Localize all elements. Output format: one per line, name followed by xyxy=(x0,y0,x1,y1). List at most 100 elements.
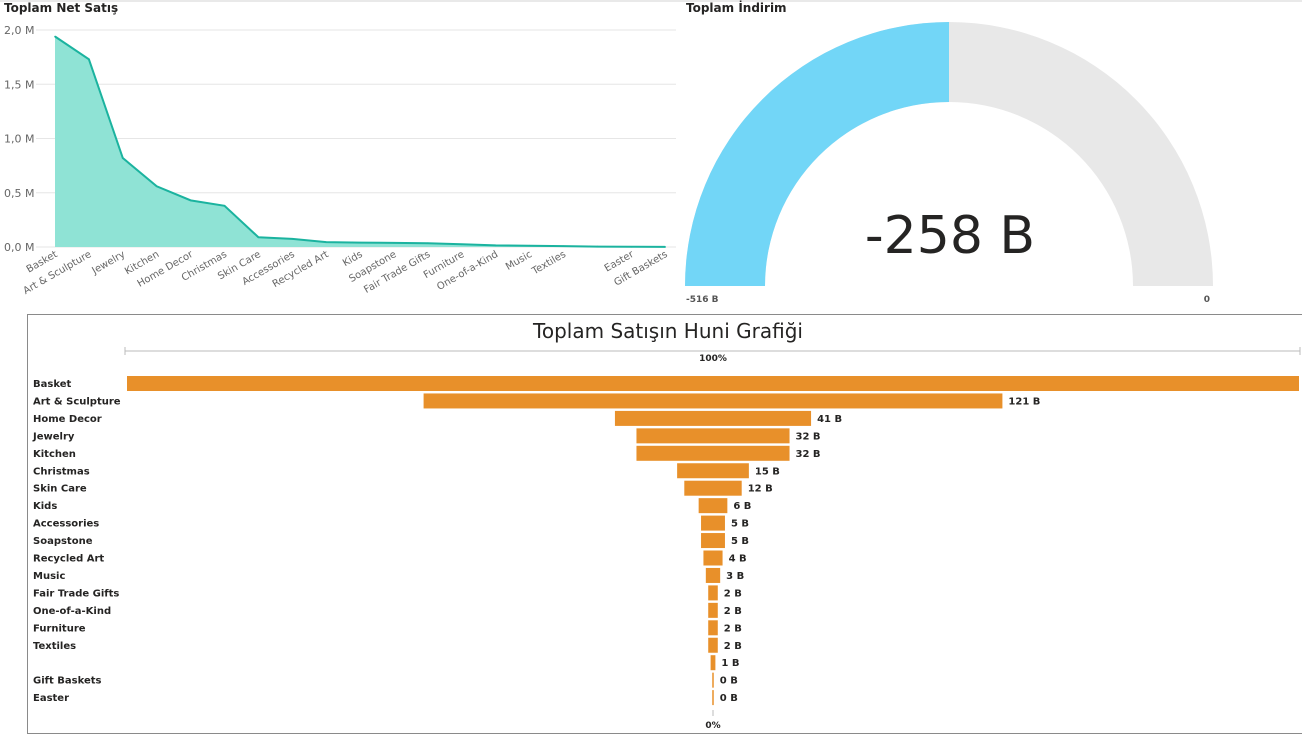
total-discount-gauge[interactable]: Toplam İndirim -258 B -516 B 0 xyxy=(680,0,1302,310)
funnel-category-label: Skin Care xyxy=(33,484,87,495)
funnel-value-label: 12 B xyxy=(748,484,773,495)
area-data-point[interactable] xyxy=(630,245,633,248)
y-tick-label: 2,0 M xyxy=(4,24,34,37)
area-data-point[interactable] xyxy=(257,236,260,239)
net-sales-area-chart[interactable]: Toplam Net Satış 0,0 M 0,5 M 1,0 M 1,5 M 2,0… xyxy=(0,0,678,310)
funnel-value-label: 32 B xyxy=(796,449,821,460)
sales-funnel-chart[interactable]: Toplam Satışın Huni Grafiği 100% 0% Bask… xyxy=(27,314,1302,734)
funnel-bar[interactable] xyxy=(708,602,718,618)
x-tick-label: Kids xyxy=(341,249,365,269)
funnel-value-label: 15 B xyxy=(755,466,780,477)
funnel-top-percent: 100% xyxy=(699,354,727,364)
funnel-category-label: One-of-a-Kind xyxy=(33,606,111,617)
funnel-category-label: Music xyxy=(33,571,65,582)
funnel-value-label: 6 B xyxy=(733,501,751,512)
funnel-svg: 100% 0% Basket Art & Sculpture 121 B Home D… xyxy=(32,347,1301,731)
area-data-point[interactable] xyxy=(223,204,226,207)
area-data-point[interactable] xyxy=(189,199,192,202)
area-data-point[interactable] xyxy=(427,242,429,245)
gauge-fill xyxy=(685,22,949,286)
area-data-point[interactable] xyxy=(291,238,294,240)
funnel-category-label: Kitchen xyxy=(33,449,76,460)
y-tick-label: 1,0 M xyxy=(4,133,34,146)
funnel-bar[interactable] xyxy=(677,463,749,479)
funnel-category-label: Christmas xyxy=(33,466,90,477)
funnel-bar[interactable] xyxy=(701,515,725,531)
funnel-category-label: Recycled Art xyxy=(33,554,104,565)
funnel-category-label: Soapstone xyxy=(33,536,93,547)
funnel-bar[interactable] xyxy=(636,428,790,444)
area-data-point[interactable] xyxy=(596,245,599,248)
funnel-category-label: Fair Trade Gifts xyxy=(33,588,119,599)
area-fill xyxy=(55,36,666,248)
funnel-value-label: 2 B xyxy=(724,641,742,652)
funnel-bar[interactable] xyxy=(708,620,718,636)
funnel-bar[interactable] xyxy=(705,567,721,583)
funnel-bar[interactable] xyxy=(712,690,714,706)
funnel-value-label: 2 B xyxy=(724,606,742,617)
funnel-category-label: Basket xyxy=(33,379,71,390)
top-divider xyxy=(0,0,1302,2)
funnel-category-label: Easter xyxy=(33,693,69,704)
area-data-point[interactable] xyxy=(325,241,328,243)
area-data-point[interactable] xyxy=(155,185,158,188)
area-data-point[interactable] xyxy=(528,244,531,247)
funnel-category-label: Furniture xyxy=(33,623,86,634)
gauge-value-label: -258 B xyxy=(865,206,1035,266)
funnel-category-label: Gift Baskets xyxy=(33,676,102,687)
funnel-category-label: Textiles xyxy=(33,641,76,652)
funnel-value-label: 32 B xyxy=(796,431,821,442)
funnel-bar[interactable] xyxy=(703,550,723,566)
funnel-category-label: Accessories xyxy=(33,519,99,530)
area-data-point[interactable] xyxy=(494,244,497,247)
funnel-category-label: Art & Sculpture xyxy=(33,396,121,407)
area-data-point[interactable] xyxy=(461,243,463,246)
area-data-point[interactable] xyxy=(88,58,90,61)
gauge-max-label: 0 xyxy=(1204,295,1210,305)
funnel-bar[interactable] xyxy=(701,533,725,549)
funnel-category-label: Kids xyxy=(33,501,57,512)
funnel-value-label: 0 B xyxy=(720,676,738,687)
funnel-bar[interactable] xyxy=(710,655,716,671)
funnel-title: Toplam Satışın Huni Grafiği xyxy=(533,319,803,343)
area-data-point[interactable] xyxy=(562,245,565,247)
funnel-bar[interactable] xyxy=(684,480,742,496)
area-chart-title: Toplam Net Satış xyxy=(4,1,119,15)
funnel-value-label: 2 B xyxy=(724,623,742,634)
funnel-bar[interactable] xyxy=(636,445,790,461)
funnel-value-label: 41 B xyxy=(817,414,842,425)
funnel-bar[interactable] xyxy=(127,376,1299,391)
x-tick-label: Music xyxy=(504,249,534,273)
funnel-bar[interactable] xyxy=(712,672,714,688)
funnel-value-label: 1 B xyxy=(721,658,739,669)
funnel-value-label: 0 B xyxy=(720,693,738,704)
funnel-bar[interactable] xyxy=(708,637,718,653)
funnel-value-label: 5 B xyxy=(731,536,749,547)
area-data-point[interactable] xyxy=(664,246,666,248)
funnel-bar[interactable] xyxy=(423,393,1003,409)
x-tick-label: Textiles xyxy=(529,249,568,278)
gauge-title: Toplam İndirim xyxy=(686,1,787,15)
funnel-bar[interactable] xyxy=(698,498,728,514)
y-tick-label: 0,0 M xyxy=(4,241,34,254)
funnel-bottom-percent: 0% xyxy=(705,721,720,731)
funnel-value-label: 3 B xyxy=(726,571,744,582)
area-data-point[interactable] xyxy=(393,242,395,244)
funnel-value-label: 121 B xyxy=(1008,396,1040,407)
funnel-category-label: Jewelry xyxy=(32,431,75,442)
y-tick-label: 0,5 M xyxy=(4,187,34,200)
funnel-bar[interactable] xyxy=(708,585,718,601)
funnel-bar[interactable] xyxy=(614,410,812,426)
funnel-value-label: 4 B xyxy=(729,554,747,565)
gauge-svg: -258 B -516 B 0 xyxy=(685,22,1213,305)
funnel-value-label: 5 B xyxy=(731,519,749,530)
x-tick-label: One-of-a-Kind xyxy=(435,249,500,293)
y-tick-label: 1,5 M xyxy=(4,78,34,91)
area-data-point[interactable] xyxy=(359,241,361,244)
gauge-min-label: -516 B xyxy=(686,295,719,305)
area-data-point[interactable] xyxy=(54,35,56,38)
funnel-category-label: Home Decor xyxy=(33,414,102,425)
area-data-point[interactable] xyxy=(122,157,124,159)
